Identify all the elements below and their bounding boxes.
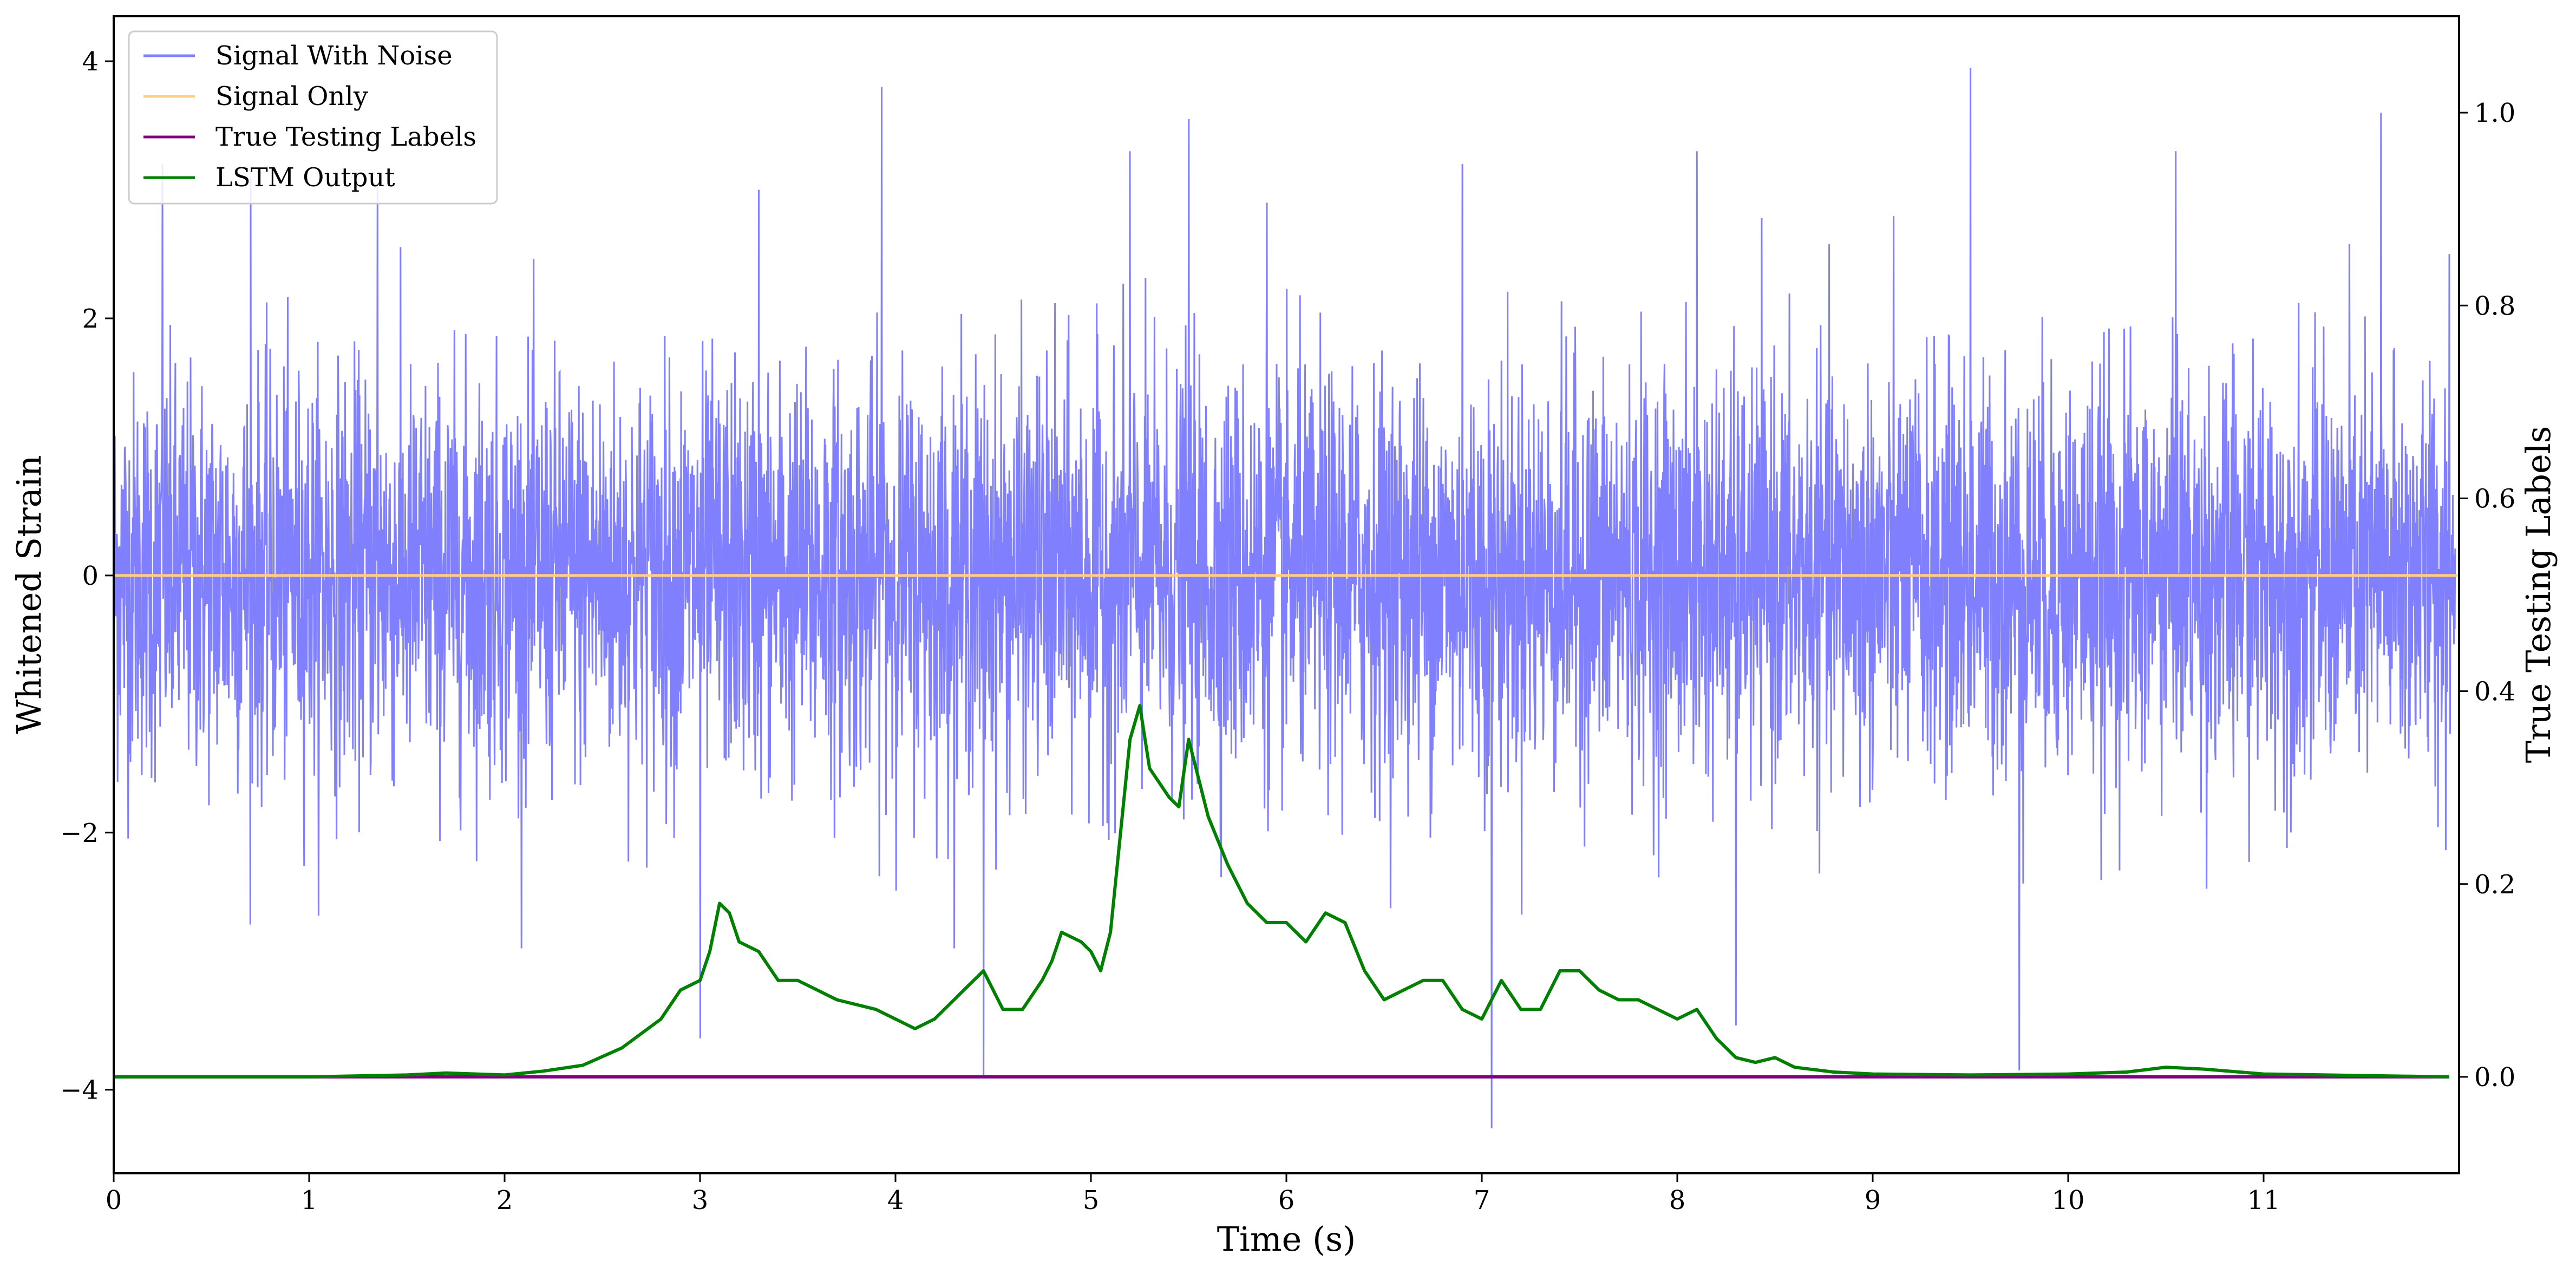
y-tick-label: 4 [82,47,99,77]
y-tick-label: 2 [82,304,99,334]
signal-with-noise-series [114,67,2456,1128]
x-tick-label: 0 [106,1185,122,1216]
x-tick-label: 9 [1865,1185,1881,1216]
y-tick-label: 0 [82,561,99,591]
legend-label-signal-with-noise: Signal With Noise [215,41,453,71]
y2-tick-label: 0.6 [2474,484,2515,514]
x-tick-label: 1 [301,1185,318,1216]
y2-axis-label: True Testing Labels [2519,426,2558,763]
y2-tick-label: 0.2 [2474,870,2515,900]
y-tick-label: −4 [60,1075,99,1106]
x-tick-label: 5 [1083,1185,1100,1216]
y-axis-ticks: −4 −2 0 2 4 [60,47,114,1106]
signal-with-noise-line [114,67,2456,1128]
x-axis-label: Time (s) [1217,1219,1356,1259]
legend-box [128,30,498,205]
x-tick-label: 10 [2051,1185,2084,1216]
y2-axis-ticks: 0.0 0.2 0.4 0.6 0.8 1.0 [2459,98,2515,1093]
x-tick-label: 2 [496,1185,513,1216]
x-tick-label: 8 [1669,1185,1686,1216]
legend-label-lstm-output: LSTM Output [215,162,395,193]
legend-label-true-testing-labels: True Testing Labels [215,122,476,152]
legend: Signal With Noise Signal Only True Testi… [128,30,498,205]
legend-label-signal-only: Signal Only [215,81,368,112]
y2-tick-label: 0.0 [2474,1062,2515,1093]
x-tick-label: 7 [1474,1185,1490,1216]
x-tick-label: 11 [2247,1185,2280,1216]
x-tick-label: 3 [692,1185,709,1216]
y-tick-label: −2 [60,818,99,848]
x-axis-ticks: 0 1 2 3 4 5 6 7 8 9 10 11 [106,1173,2280,1216]
y2-tick-label: 1.0 [2474,98,2515,128]
x-tick-label: 4 [887,1185,904,1216]
y-axis-label: Whitened Strain [9,455,49,734]
lstm-output-line [114,704,2449,1079]
lstm-output-series [114,704,2449,1079]
x-tick-label: 6 [1278,1185,1295,1216]
y2-tick-label: 0.8 [2474,291,2515,321]
y2-tick-label: 0.4 [2474,677,2515,707]
